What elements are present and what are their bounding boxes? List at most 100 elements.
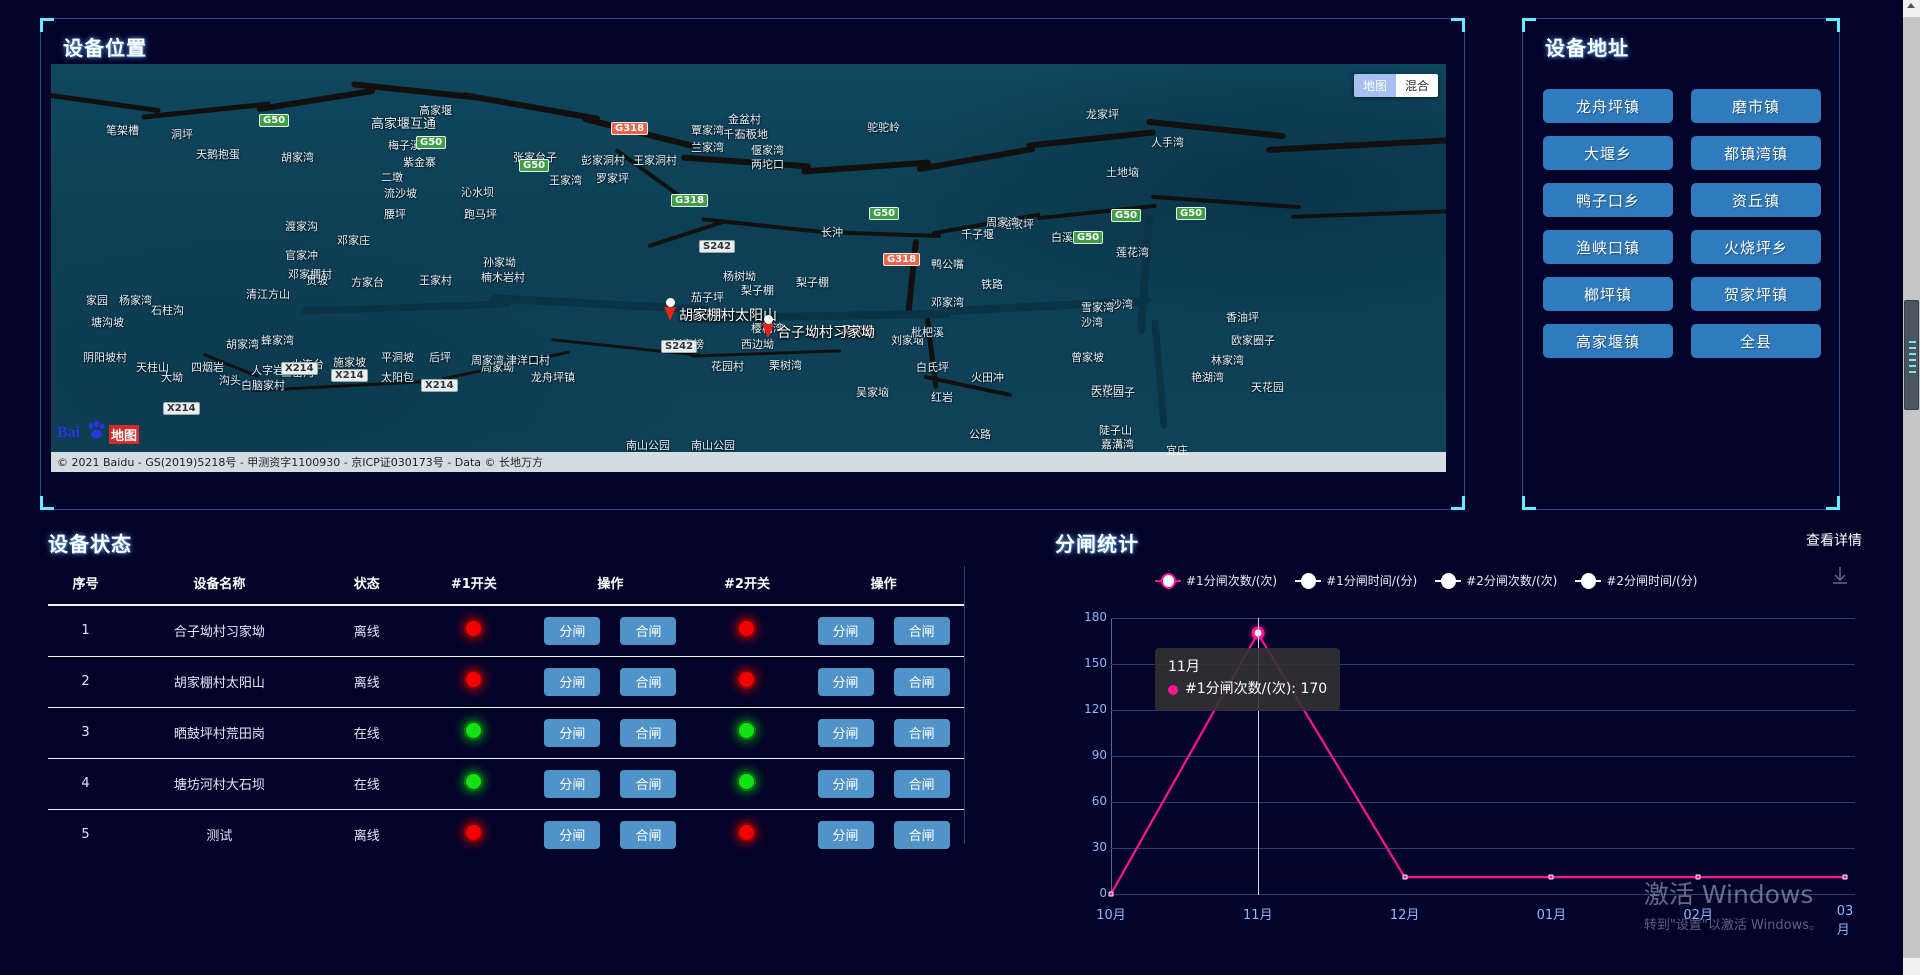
cell-switch2 bbox=[690, 706, 804, 758]
baidu-map[interactable]: 笔架槽 洞坪 天鹅抱蛋 胡家湾 高家堰互通 梅子溪 紫金寨 二墩 流沙坡 沁水坝 腰坪 跑马坪 渡家沟邓… bbox=[51, 64, 1446, 472]
switch1-close-button[interactable]: 合闸 bbox=[620, 616, 677, 645]
x-axis-tick-label: 03月 bbox=[1836, 904, 1854, 938]
map-place-label: 香油坪 bbox=[1226, 311, 1259, 324]
cell-op1[interactable]: 分闸 合闸 bbox=[530, 706, 691, 758]
address-button-2[interactable]: 大堰乡 bbox=[1543, 136, 1673, 170]
cell-switch2 bbox=[690, 808, 804, 860]
page-scrollbar[interactable] bbox=[1903, 0, 1920, 975]
column-header-sw1: #1开关 bbox=[450, 577, 497, 592]
switch1-open-button[interactable]: 分闸 bbox=[544, 667, 601, 696]
cell-op2[interactable]: 分闸 合闸 bbox=[803, 808, 964, 860]
address-button-6[interactable]: 渔峡口镇 bbox=[1543, 230, 1673, 264]
map-place-label: 家园 bbox=[86, 294, 108, 307]
switch2-open-button[interactable]: 分闸 bbox=[817, 718, 874, 747]
legend-marker bbox=[1155, 574, 1181, 587]
address-button-7[interactable]: 火烧坪乡 bbox=[1691, 230, 1821, 264]
cell-state: 离线 bbox=[353, 625, 380, 641]
switch2-close-button[interactable]: 合闸 bbox=[893, 820, 950, 849]
device-status-table: 序号 设备名称 状态 #1开关 操作 #2开关 操作 1 合子坳村习家坳 离线 分闸 … bbox=[48, 566, 964, 860]
address-button-1[interactable]: 磨市镇 bbox=[1691, 89, 1821, 123]
address-button-5[interactable]: 资丘镇 bbox=[1691, 183, 1821, 217]
cell-op2[interactable]: 分闸 合闸 bbox=[803, 655, 964, 707]
cell-op2[interactable]: 分闸 合闸 bbox=[803, 706, 964, 758]
tooltip-series-text: #1分闸次数/(次): 170 bbox=[1185, 680, 1328, 697]
switch1-close-button[interactable]: 合闸 bbox=[620, 718, 677, 747]
map-place-label: 栗树湾 bbox=[769, 359, 802, 372]
chart-legend[interactable]: #1分闸次数/(次) #1分闸时间/(分) #2分闸次数/(次) #2分闸时间/… bbox=[1155, 572, 1697, 589]
legend-item-2[interactable]: #2分闸次数/(次) bbox=[1435, 572, 1557, 589]
switch1-close-button[interactable]: 合闸 bbox=[620, 667, 677, 696]
address-button-10[interactable]: 高家堰镇 bbox=[1543, 324, 1673, 358]
switch2-open-button[interactable]: 分闸 bbox=[817, 616, 874, 645]
switch1-close-button[interactable]: 合闸 bbox=[620, 820, 677, 849]
map-place-label: 平洞坡 bbox=[381, 351, 414, 364]
switch1-open-button[interactable]: 分闸 bbox=[544, 718, 601, 747]
address-button-11[interactable]: 全县 bbox=[1691, 324, 1821, 358]
map-place-label: 白脑家村 bbox=[241, 379, 285, 392]
switch1-open-button[interactable]: 分闸 bbox=[544, 616, 601, 645]
view-detail-link[interactable]: 查看详情 bbox=[1806, 533, 1862, 549]
switch2-close-button[interactable]: 合闸 bbox=[893, 667, 950, 696]
map-type-hybrid[interactable]: 混合 bbox=[1395, 74, 1438, 97]
cell-op2[interactable]: 分闸 合闸 bbox=[803, 757, 964, 809]
map-place-label: 梨子棚 bbox=[796, 276, 829, 289]
map-place-label: 长沖 bbox=[821, 226, 843, 239]
scrollbar-track[interactable] bbox=[1903, 17, 1920, 958]
map-place-label: 贯坡 bbox=[306, 274, 328, 287]
map-type-standard[interactable]: 地图 bbox=[1353, 74, 1396, 97]
map-road-shield: S242 bbox=[661, 340, 698, 353]
address-button-9[interactable]: 贺家坪镇 bbox=[1691, 277, 1821, 311]
map-place-label: 石柱沟 bbox=[151, 304, 184, 317]
switch1-open-button[interactable]: 分闸 bbox=[544, 769, 601, 798]
switch1-open-button[interactable]: 分闸 bbox=[544, 820, 601, 849]
cell-seq: 2 bbox=[48, 655, 123, 707]
download-icon[interactable] bbox=[1830, 565, 1850, 585]
switch1-close-button[interactable]: 合闸 bbox=[620, 769, 677, 798]
map-marker-pin[interactable]: 合子坳村习家坳 bbox=[757, 309, 875, 341]
data-point[interactable] bbox=[1842, 874, 1848, 880]
scrollbar-thumb[interactable] bbox=[1904, 300, 1919, 410]
cell-op1[interactable]: 分闸 合闸 bbox=[530, 757, 691, 809]
map-road-shield: G318 bbox=[883, 253, 921, 266]
map-place-label: 大坳 bbox=[161, 371, 183, 384]
data-point[interactable] bbox=[1695, 874, 1701, 880]
switch2-close-button[interactable]: 合闸 bbox=[893, 769, 950, 798]
cell-op1[interactable]: 分闸 合闸 bbox=[530, 605, 691, 656]
map-road-shield: G318 bbox=[611, 122, 649, 135]
switch2-open-button[interactable]: 分闸 bbox=[817, 820, 874, 849]
address-button-0[interactable]: 龙舟坪镇 bbox=[1543, 89, 1673, 123]
switch2-open-button[interactable]: 分闸 bbox=[817, 667, 874, 696]
address-button-4[interactable]: 鸭子口乡 bbox=[1543, 183, 1673, 217]
map-place-label: 嘉溝湾 bbox=[1101, 438, 1134, 451]
map-place-label: 石板地 bbox=[735, 128, 768, 141]
map-road-shield: X214 bbox=[163, 402, 200, 415]
map-place-label: 花园村 bbox=[711, 360, 744, 373]
cell-op1[interactable]: 分闸 合闸 bbox=[530, 655, 691, 707]
data-point[interactable] bbox=[1402, 874, 1408, 880]
map-road-shield: G318 bbox=[671, 194, 709, 207]
map-place-label: 四烟岩 bbox=[191, 361, 224, 374]
cell-op2[interactable]: 分闸 合闸 bbox=[803, 605, 964, 656]
switch2-led-red bbox=[737, 823, 757, 843]
table-row: 4 塘坊河村大石坝 在线 分闸 合闸 分闸 合闸 bbox=[48, 757, 964, 809]
legend-item-0[interactable]: #1分闸次数/(次) bbox=[1155, 572, 1277, 589]
legend-item-3[interactable]: #2分闸时间/(分) bbox=[1575, 572, 1697, 589]
switch2-close-button[interactable]: 合闸 bbox=[893, 718, 950, 747]
map-place-label: 天鹅抱蛋 bbox=[196, 148, 240, 161]
address-button-8[interactable]: 榔坪镇 bbox=[1543, 277, 1673, 311]
cell-op1[interactable]: 分闸 合闸 bbox=[530, 808, 691, 860]
switch2-close-button[interactable]: 合闸 bbox=[893, 616, 950, 645]
map-place-label: 千子堰 bbox=[961, 228, 994, 241]
map-place-label: 紫金寨 bbox=[403, 156, 436, 169]
data-point[interactable] bbox=[1108, 891, 1114, 897]
switch2-open-button[interactable]: 分闸 bbox=[817, 769, 874, 798]
legend-item-1[interactable]: #1分闸时间/(分) bbox=[1295, 572, 1417, 589]
scroll-up-arrow-icon[interactable] bbox=[1907, 3, 1915, 8]
data-point[interactable] bbox=[1548, 874, 1554, 880]
map-marker-pin[interactable]: 胡家棚村太阳山 bbox=[659, 292, 777, 324]
map-type-switch[interactable]: 地图 混合 bbox=[1353, 74, 1438, 97]
map-place-label: 火田冲 bbox=[971, 371, 1004, 384]
pin-dot bbox=[764, 315, 773, 324]
map-place-label: 沙湾 bbox=[1081, 316, 1103, 329]
address-button-3[interactable]: 都镇湾镇 bbox=[1691, 136, 1821, 170]
